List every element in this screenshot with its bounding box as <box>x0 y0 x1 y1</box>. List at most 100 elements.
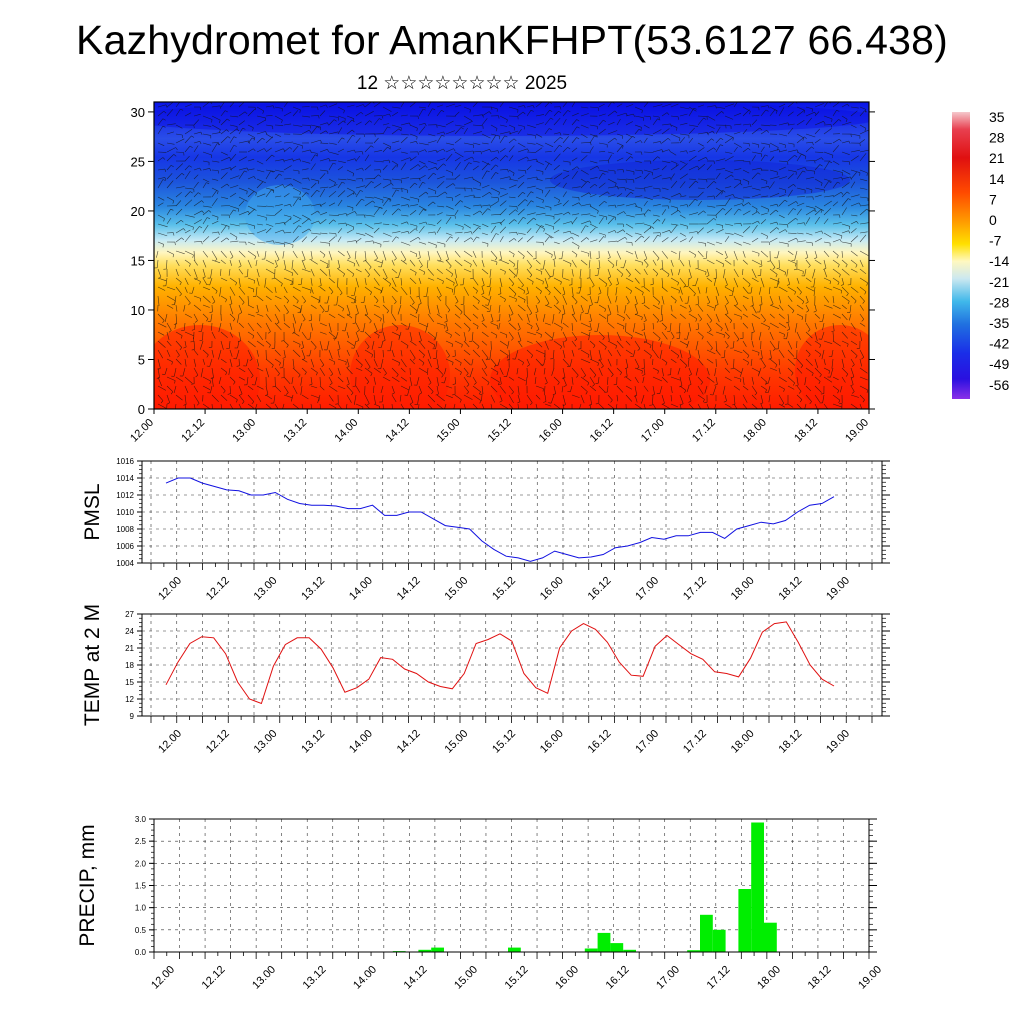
wind-barb <box>238 128 243 135</box>
wind-barb <box>823 268 828 278</box>
wind-barb <box>355 167 363 171</box>
wind-barb <box>535 259 541 265</box>
wind-barb <box>814 313 821 319</box>
wind-barb-flag <box>303 300 306 304</box>
wind-barb-flag <box>604 200 607 204</box>
wind-barb <box>292 110 299 117</box>
wind-barb <box>499 259 510 265</box>
wind-barb <box>265 240 274 243</box>
wind-barb <box>381 286 384 293</box>
wind-barb <box>616 118 621 126</box>
wind-barb <box>337 304 344 309</box>
wind-barb <box>301 349 306 359</box>
wind-barb <box>490 376 500 383</box>
wind-barb <box>615 286 618 296</box>
wind-barb <box>841 286 849 294</box>
wind-barb-flag <box>515 298 517 302</box>
wind-barb <box>751 172 759 180</box>
wind-barb <box>616 204 625 207</box>
wind-barb <box>553 295 559 303</box>
wind-barb-flag <box>695 268 699 270</box>
wind-barb <box>274 208 283 216</box>
wind-barb <box>166 385 174 392</box>
wind-barb-flag <box>464 411 467 412</box>
wind-barb <box>562 259 572 264</box>
wind-barb <box>328 103 338 108</box>
wind-barb <box>337 286 343 294</box>
wind-barb <box>580 331 590 336</box>
wind-barb-flag <box>657 301 661 305</box>
wind-barb <box>425 322 429 333</box>
wind-barb <box>364 181 372 189</box>
wind-barb <box>301 168 309 171</box>
wind-barb <box>211 190 217 198</box>
wind-barb <box>634 403 643 409</box>
wind-barb <box>346 340 355 346</box>
wind-barb-flag <box>480 393 484 396</box>
wind-barb <box>679 173 688 180</box>
wind-barb-flag <box>633 113 635 117</box>
wind-barb <box>400 259 407 265</box>
wind-barb <box>742 349 750 356</box>
wind-barb <box>380 358 384 369</box>
wind-barb <box>487 295 492 306</box>
wind-barb <box>526 358 530 365</box>
wind-barb <box>319 232 328 235</box>
wind-barb-flag <box>688 400 692 403</box>
x-tick-label: 18.12 <box>776 728 804 756</box>
wind-barb <box>778 268 786 273</box>
wind-barb <box>337 148 345 153</box>
x-tick-label: 13.12 <box>301 964 329 992</box>
wind-barb <box>337 259 341 268</box>
wind-barb <box>760 295 763 305</box>
wind-barb <box>661 313 663 321</box>
wind-barb <box>607 376 609 385</box>
wind-barb <box>787 250 794 256</box>
wind-barb <box>283 340 289 346</box>
wind-barb <box>346 376 350 385</box>
wind-barb <box>337 349 340 358</box>
wind-barb <box>751 340 754 348</box>
wind-barb-flag <box>523 105 526 109</box>
wind-barb <box>256 385 264 390</box>
y-tick-label: 18 <box>125 661 134 670</box>
wind-barb-flag <box>564 339 568 342</box>
wind-barb <box>598 313 607 319</box>
wind-barb-flag <box>479 183 482 187</box>
wind-barb <box>193 358 197 367</box>
wind-barb-flag <box>252 137 255 140</box>
wind-barb <box>616 157 624 162</box>
wind-barb <box>399 394 402 402</box>
wind-barb <box>706 367 710 376</box>
wind-barb <box>571 119 577 126</box>
wind-barb <box>481 349 489 358</box>
wind-barb <box>175 133 183 136</box>
wind-barb <box>598 214 607 218</box>
wind-barb-flag <box>749 111 751 115</box>
wind-barb <box>283 385 289 393</box>
wind-barb-flag <box>795 238 799 241</box>
wind-barb <box>184 170 191 180</box>
wind-barb <box>193 181 199 189</box>
wind-barb <box>310 124 321 128</box>
wind-barb <box>742 123 751 126</box>
wind-barb-flag <box>758 352 760 356</box>
wind-barb-flag <box>417 151 419 155</box>
wind-barb <box>499 187 507 190</box>
wind-barb-flag <box>768 241 770 246</box>
wind-barb <box>427 340 435 346</box>
wind-barb-flag <box>272 386 276 388</box>
wind-barb <box>841 121 852 126</box>
wind-barb-flag <box>396 236 399 239</box>
wind-barb <box>634 175 642 180</box>
wind-barb <box>526 124 536 128</box>
wind-barb <box>859 208 867 216</box>
wind-barb-flag <box>191 329 195 331</box>
wind-barb <box>841 160 850 163</box>
x-tick-label: 15.00 <box>452 964 480 992</box>
wind-barb <box>616 250 622 260</box>
wind-barb <box>247 223 255 227</box>
wind-barb-flag <box>615 345 617 349</box>
wind-barb <box>778 160 788 162</box>
wind-barb <box>814 103 825 108</box>
